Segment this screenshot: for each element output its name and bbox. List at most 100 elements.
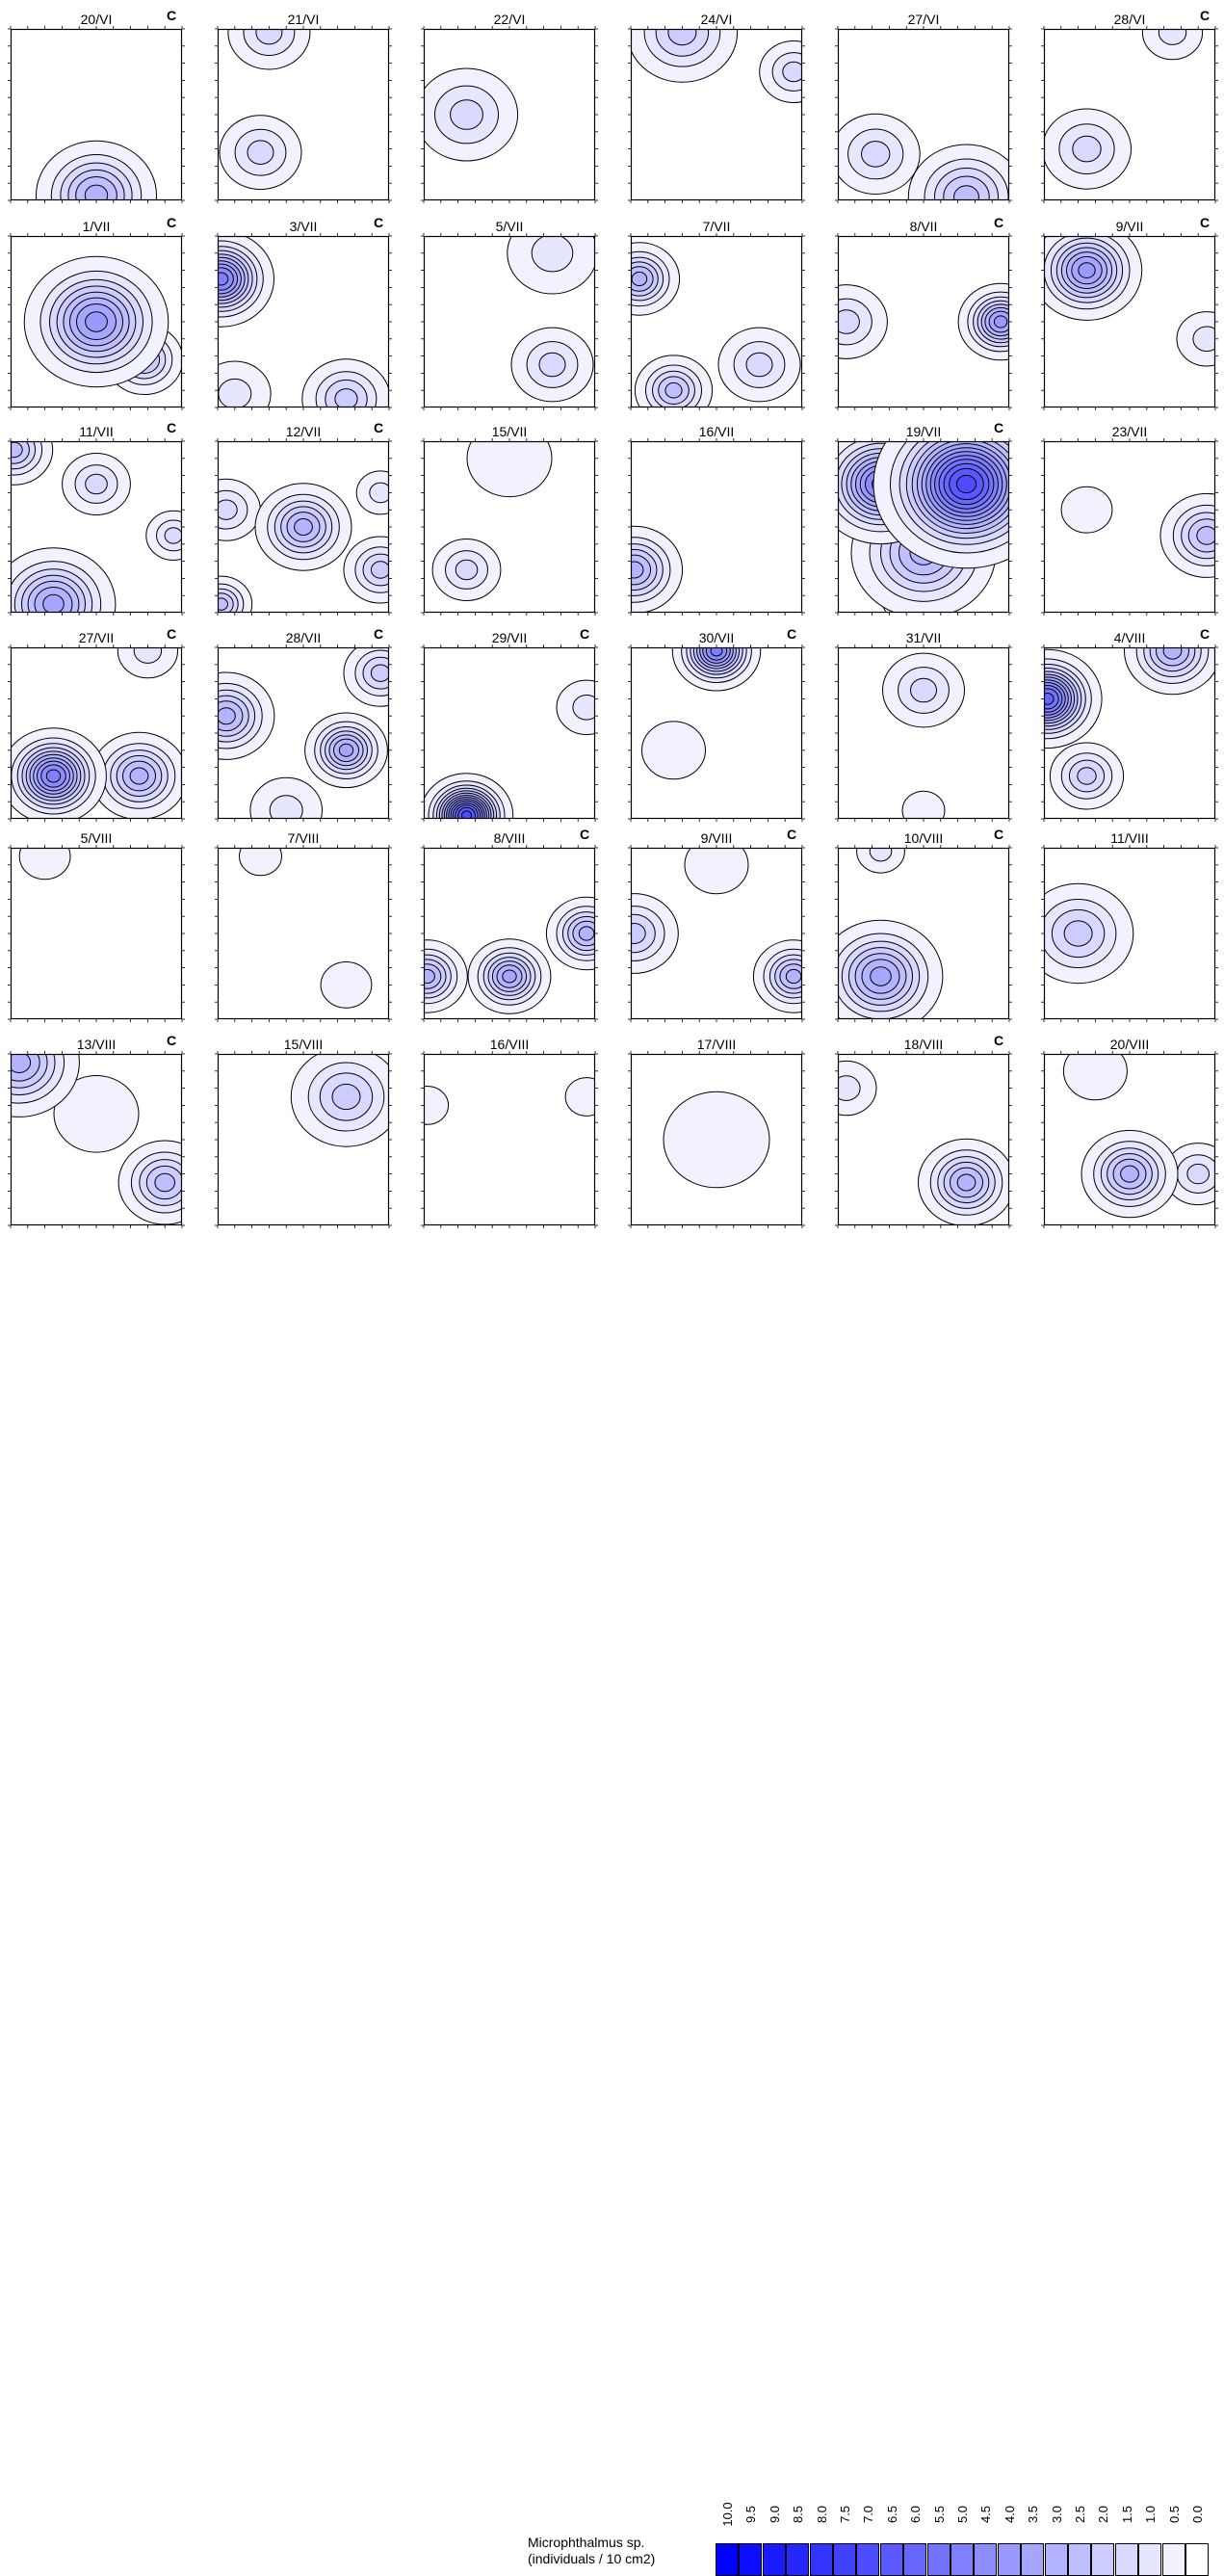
legend-tick-label: 8.0 <box>815 2505 829 2524</box>
plot-frame <box>837 28 1010 201</box>
contour-panel: 13/VIII C <box>8 1033 185 1228</box>
contour-plot <box>1041 845 1218 1022</box>
panel-date-label: 11/VIII <box>1110 830 1149 846</box>
panel-date-label: 15/VIII <box>283 1037 324 1052</box>
plot-frame <box>423 847 596 1020</box>
panel-flag-c: C <box>580 827 590 842</box>
contour-panel: 28/VI C <box>1041 8 1218 203</box>
plot-frame <box>423 440 596 614</box>
contour-plot <box>628 233 805 410</box>
contour-level <box>993 315 1008 329</box>
legend-tick-label: 6.5 <box>885 2505 899 2524</box>
contour-panel: 9/VII C <box>1041 215 1218 410</box>
plot-frame <box>10 1053 183 1226</box>
contour-panel: 7/VIII <box>215 830 392 1022</box>
contour-level <box>255 29 283 45</box>
legend-tick-label: 1.5 <box>1120 2505 1134 2524</box>
plot-frame <box>1043 440 1216 614</box>
panel-flag-c: C <box>374 420 384 435</box>
legend-swatch <box>1138 2543 1161 2576</box>
contour-level <box>84 184 109 200</box>
contour-plot <box>215 644 392 822</box>
contour-level <box>269 795 303 819</box>
contour-panel: 24/VI <box>628 12 805 203</box>
contour-level <box>11 441 23 459</box>
panel-flag-c: C <box>167 420 177 435</box>
contour-level <box>239 848 282 877</box>
panel-date-label: 27/VII <box>78 630 115 645</box>
contour-level <box>684 848 749 895</box>
panel-date-label: 28/VI <box>1113 12 1146 27</box>
contour-panel: 22/VI <box>421 12 598 203</box>
contour-plot <box>835 644 1012 822</box>
plot-frame <box>837 235 1010 408</box>
legend-tick-label: 9.5 <box>743 2505 758 2524</box>
plot-frame <box>423 235 596 408</box>
contour-level <box>955 474 977 494</box>
legend-tick-label: 4.0 <box>1003 2505 1017 2524</box>
contour-panel: 16/VII <box>628 424 805 616</box>
contour-panel: 21/VI <box>215 12 392 203</box>
panel-flag-c: C <box>994 215 1004 230</box>
panel-flag-c: C <box>1200 626 1211 642</box>
contour-plot <box>835 438 1012 616</box>
contour-level <box>910 677 937 703</box>
legend-tick-label: 3.0 <box>1050 2505 1064 2524</box>
contour-plot <box>1041 1051 1218 1228</box>
legend-swatch <box>833 2543 856 2576</box>
contour-level <box>531 236 574 273</box>
legend-tick-label: 7.0 <box>861 2505 875 2524</box>
panel-flag-c: C <box>1200 215 1211 230</box>
legend-swatch <box>763 2543 786 2576</box>
contour-plot <box>628 644 805 822</box>
plot-frame <box>630 440 803 614</box>
contour-panel: 8/VII C <box>835 215 1012 410</box>
plot-frame <box>423 646 596 820</box>
contour-level <box>572 695 595 721</box>
plot-frame <box>630 1053 803 1226</box>
contour-level <box>953 185 979 200</box>
contour-level <box>869 848 893 862</box>
contour-panel: 1/VII C <box>8 215 185 410</box>
legend-tick-label: 0.0 <box>1190 2505 1205 2524</box>
contour-level <box>838 1075 861 1101</box>
panel-flag-c: C <box>994 420 1004 435</box>
legend-swatch <box>739 2543 762 2576</box>
contour-plot <box>628 845 805 1022</box>
panel-flag-c: C <box>787 827 797 842</box>
contour-level <box>11 1054 32 1073</box>
contour-level <box>785 968 802 985</box>
legend-tick-label: 5.5 <box>932 2505 947 2524</box>
panel-date-label: 7/VII <box>702 219 731 234</box>
panel-date-label: 29/VII <box>491 630 528 645</box>
panel-date-label: 10/VIII <box>903 830 944 846</box>
panel-date-label: 7/VIII <box>287 830 320 846</box>
contour-level <box>53 1075 140 1153</box>
plot-frame <box>10 235 183 408</box>
contour-panel: 5/VIII <box>8 830 185 1022</box>
contour-plot <box>628 26 805 203</box>
contour-level <box>1120 1165 1139 1183</box>
contour-level <box>320 960 373 1009</box>
contour-plot <box>1041 233 1218 410</box>
legend-swatch <box>856 2543 879 2576</box>
contour-panel: 20/VIII <box>1041 1037 1218 1228</box>
contour-level <box>370 561 389 579</box>
contour-level <box>502 969 517 984</box>
panel-flag-c: C <box>1200 8 1211 23</box>
plot-frame <box>630 646 803 820</box>
panel-date-label: 8/VII <box>909 219 938 234</box>
plot-frame <box>217 235 390 408</box>
panel-date-label: 3/VII <box>289 219 318 234</box>
contour-level <box>466 441 553 498</box>
contour-panel: 27/VII C <box>8 626 185 822</box>
plot-frame <box>1043 28 1216 201</box>
legend-swatch <box>1091 2543 1114 2576</box>
contour-level <box>338 743 354 757</box>
legend-swatch <box>716 2543 739 2576</box>
contour-panel: 4/VIII C <box>1041 626 1218 822</box>
contour-panel: 9/VIII C <box>628 827 805 1022</box>
contour-plot <box>835 233 1012 410</box>
contour-level <box>1077 767 1097 785</box>
contour-plot <box>421 644 598 822</box>
